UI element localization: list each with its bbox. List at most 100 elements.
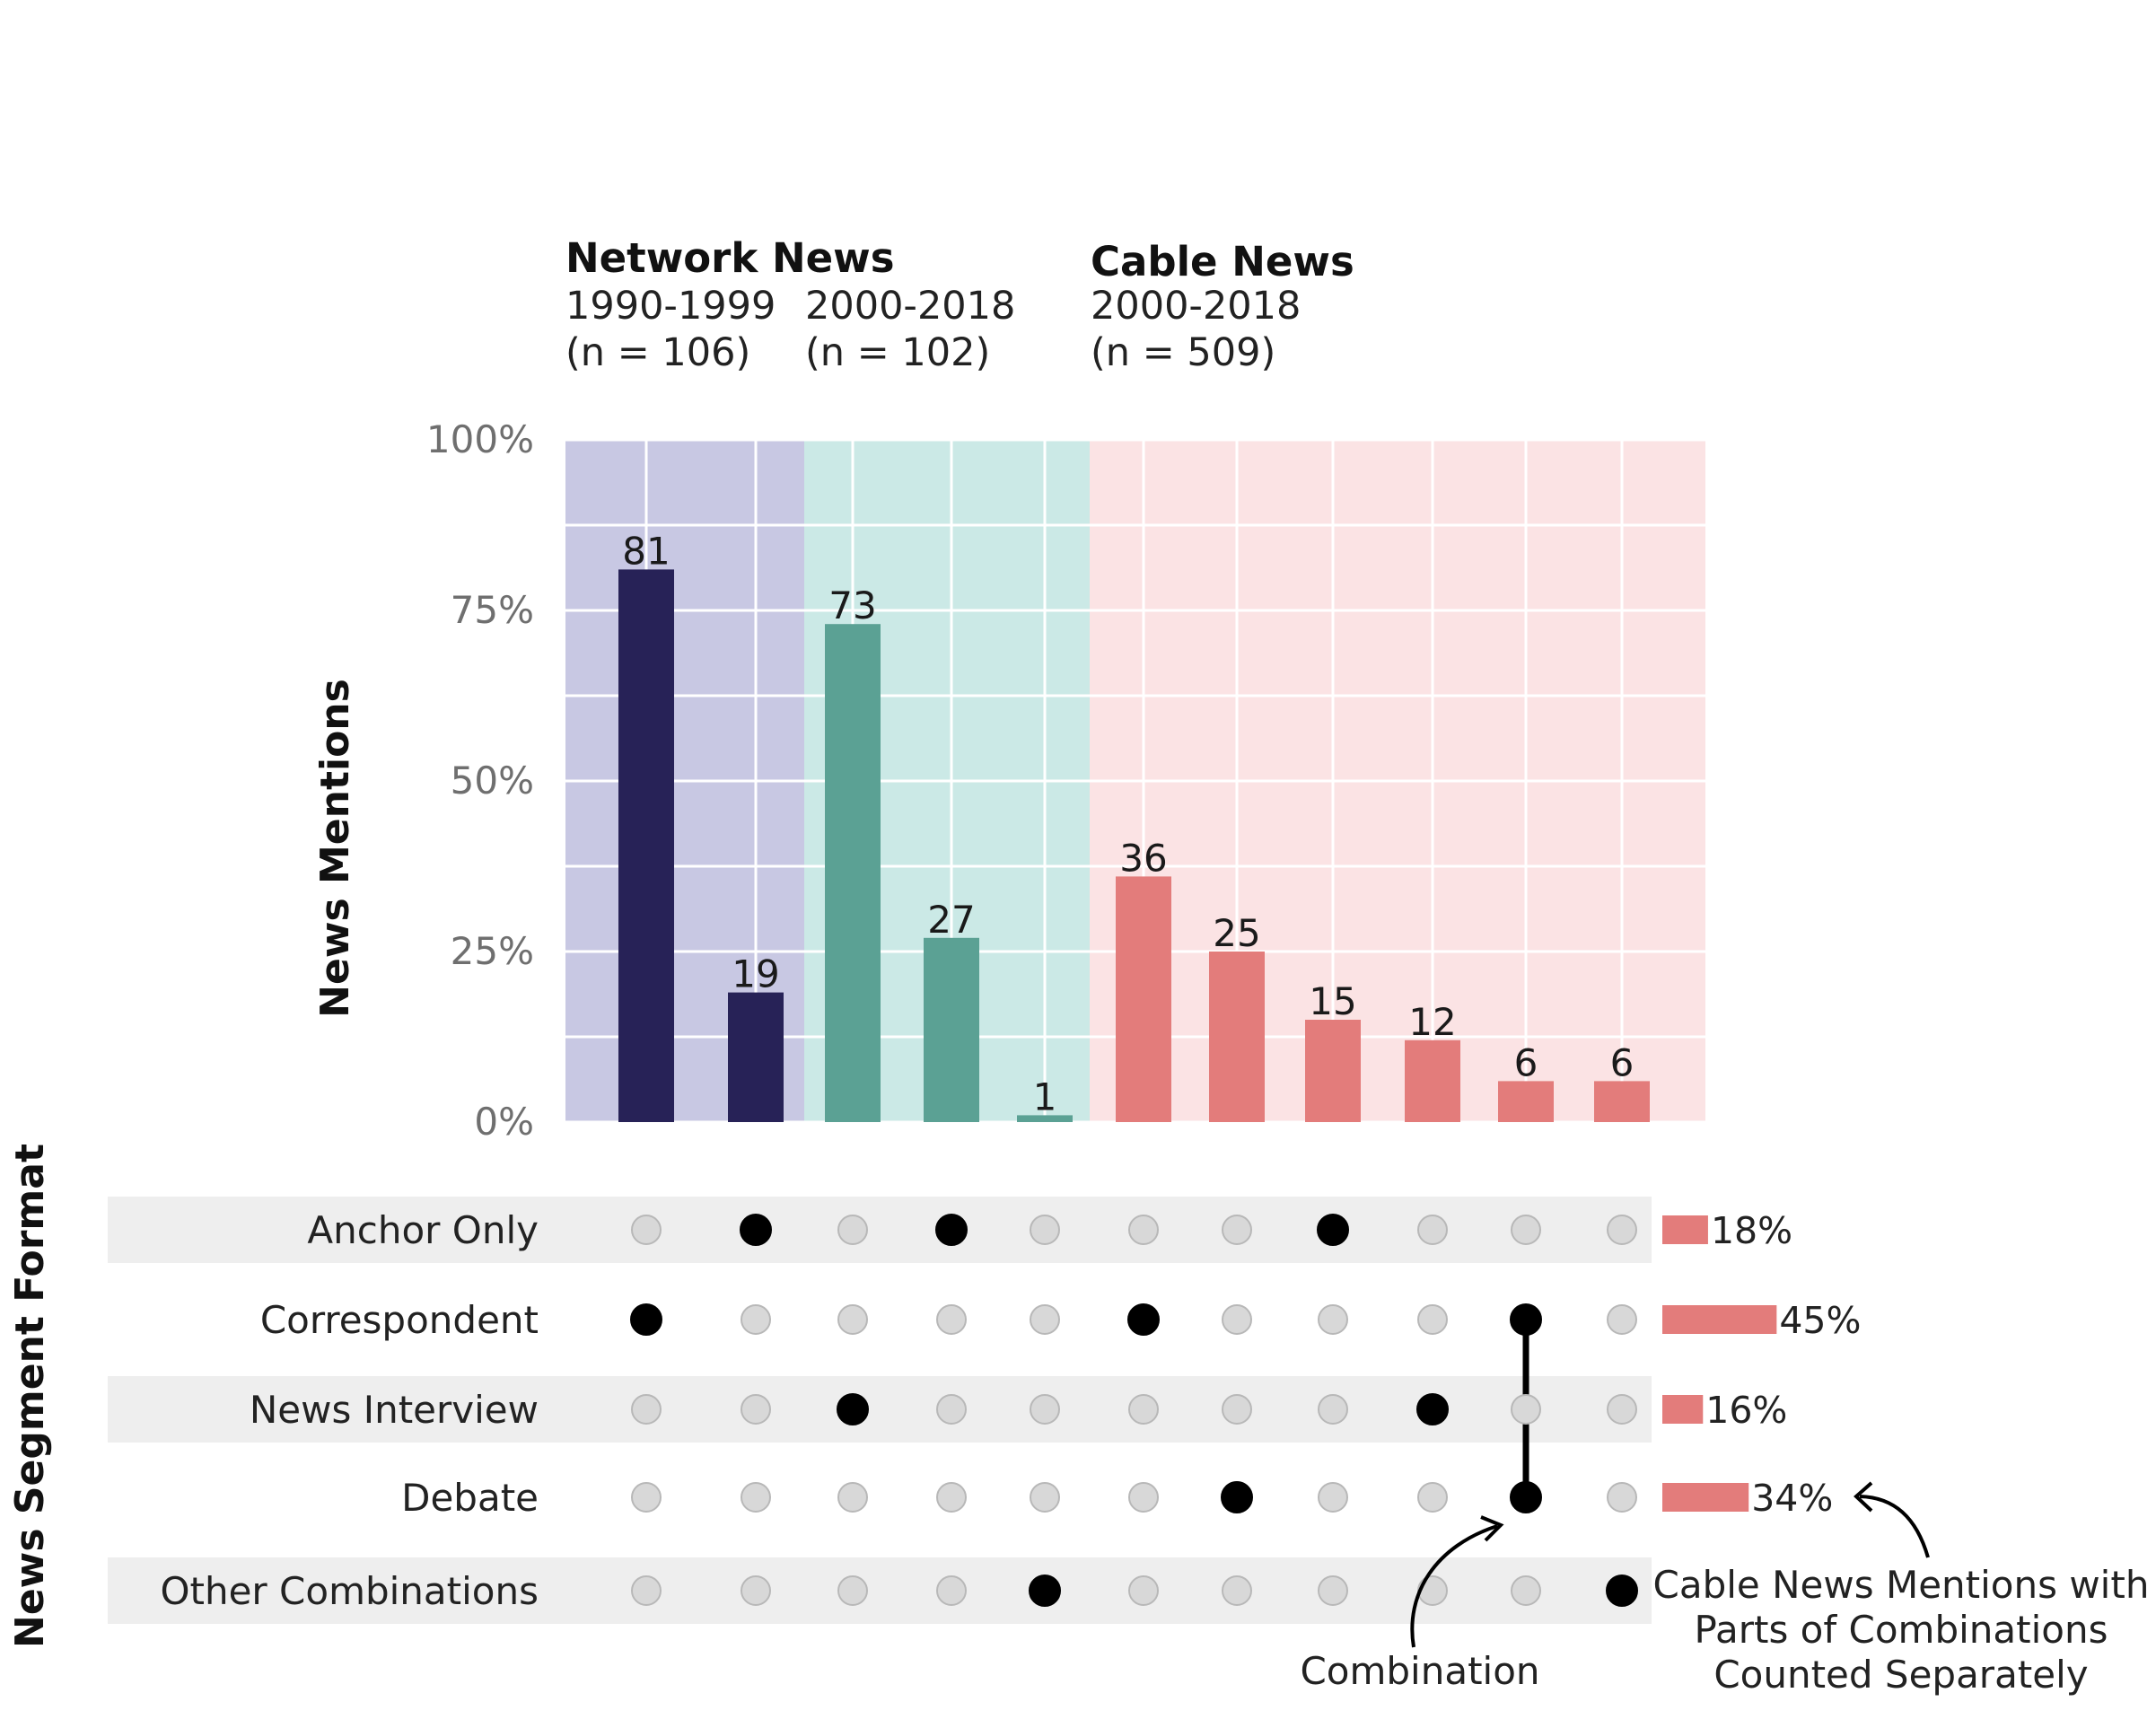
bars <box>618 569 1650 1122</box>
matrix-dot-empty <box>1318 1575 1348 1606</box>
cable-note-line-3: Counted Separately <box>1713 1653 2088 1697</box>
matrix-dot-empty <box>1417 1215 1448 1245</box>
bar <box>618 569 674 1122</box>
matrix-dot-empty <box>936 1304 967 1335</box>
matrix-dot-empty <box>1030 1215 1060 1245</box>
matrix-dot-empty <box>837 1215 868 1245</box>
network-news-title: Network News <box>565 234 895 282</box>
network-period-2: 2000-2018 <box>805 284 1015 329</box>
cable-note-line-1: Cable News Mentions with <box>1653 1563 2150 1607</box>
matrix-dot-empty <box>1128 1482 1159 1513</box>
row-percent-bar <box>1662 1395 1704 1424</box>
row-percent-bar <box>1662 1483 1749 1512</box>
row-percent-label: 45% <box>1779 1299 1861 1342</box>
bar-value-label: 27 <box>927 898 975 942</box>
matrix-dot-empty <box>1417 1575 1448 1606</box>
bar <box>1498 1081 1554 1122</box>
cable-period: 2000-2018 <box>1091 284 1301 329</box>
matrix-dot-filled <box>1416 1393 1449 1425</box>
matrix-dot-empty <box>1222 1394 1252 1425</box>
bar-value-label: 6 <box>1610 1040 1635 1084</box>
annotations: Combination Cable News Mentions with Par… <box>1300 1481 2150 1697</box>
matrix-dot-empty <box>1222 1215 1252 1245</box>
header: Network News 1990-1999 (n = 106) 2000-20… <box>565 234 1354 375</box>
bar <box>825 624 881 1122</box>
row-percent-bars: 18% 45% 16% 34% <box>1662 1209 1861 1520</box>
matrix-dot-empty <box>1030 1394 1060 1425</box>
bar-value-label: 6 <box>1514 1040 1538 1084</box>
matrix-dot-empty <box>741 1575 771 1606</box>
matrix-dot-empty <box>1128 1215 1159 1245</box>
matrix-dot-empty <box>936 1482 967 1513</box>
matrix-dot-empty <box>1417 1304 1448 1335</box>
network-period-1: 1990-1999 <box>565 284 776 329</box>
y-tick-label: 50% <box>451 759 534 803</box>
row-percent-bar <box>1662 1305 1777 1334</box>
matrix-dot-filled <box>1510 1303 1542 1336</box>
matrix-dot-filled <box>1221 1481 1253 1513</box>
bar-labels: 81 19 73 27 1 36 25 15 12 6 6 <box>622 529 1634 1118</box>
matrix-title: News Segment Format <box>7 1144 53 1648</box>
matrix-dot-empty <box>741 1394 771 1425</box>
matrix-row-band <box>108 1557 1652 1624</box>
matrix-dot-empty <box>1030 1482 1060 1513</box>
cable-n: (n = 509) <box>1091 330 1275 375</box>
matrix-row-bands <box>108 1197 1652 1624</box>
matrix-dot-empty <box>936 1394 967 1425</box>
bar <box>1017 1115 1073 1122</box>
cable-note-arrow <box>1859 1495 1930 1558</box>
y-axis-title: News Mentions <box>312 679 358 1018</box>
matrix-dot-empty <box>741 1304 771 1335</box>
matrix-dot-filled <box>630 1303 662 1336</box>
matrix-row-labels: Anchor Only Correspondent News Interview De… <box>160 1208 539 1613</box>
cable-note-arrowhead <box>1854 1481 1873 1513</box>
matrix-dot-empty <box>631 1575 662 1606</box>
matrix-row-label: Debate <box>401 1476 539 1520</box>
bar <box>1209 952 1265 1122</box>
matrix-row-label: Correspondent <box>260 1298 539 1342</box>
matrix-dot-empty <box>1607 1482 1637 1513</box>
network-n-2: (n = 102) <box>805 330 990 375</box>
matrix-dot-filled <box>1510 1481 1542 1513</box>
matrix-dot-filled <box>1606 1574 1638 1607</box>
matrix-dot-empty <box>837 1304 868 1335</box>
matrix-dot-empty <box>1318 1394 1348 1425</box>
row-percent-label: 18% <box>1711 1209 1792 1252</box>
y-tick-label: 100% <box>426 417 534 461</box>
matrix-dot-empty <box>1128 1575 1159 1606</box>
matrix-dot-empty <box>1607 1304 1637 1335</box>
bar-value-label: 73 <box>828 583 876 627</box>
cable-note-line-2: Parts of Combinations <box>1695 1608 2108 1652</box>
matrix-dot-empty <box>1222 1575 1252 1606</box>
row-percent-label: 34% <box>1751 1477 1833 1520</box>
bar-value-label: 19 <box>732 952 779 996</box>
row-percent-label: 16% <box>1705 1389 1787 1432</box>
cable-news-title: Cable News <box>1091 238 1354 285</box>
network-n-1: (n = 106) <box>565 330 750 375</box>
matrix-dot-empty <box>1318 1482 1348 1513</box>
matrix-dot-empty <box>837 1575 868 1606</box>
combination-note: Combination <box>1300 1649 1539 1693</box>
matrix-dot-empty <box>1318 1304 1348 1335</box>
bar-value-label: 36 <box>1119 836 1167 880</box>
y-tick-label: 25% <box>451 929 534 973</box>
bar-value-label: 81 <box>622 529 670 573</box>
matrix-dots <box>630 1214 1638 1607</box>
combination-arrowhead <box>1480 1515 1504 1542</box>
matrix-row-label: News Interview <box>250 1388 539 1432</box>
matrix-dot-empty <box>631 1215 662 1245</box>
bar <box>1594 1081 1650 1122</box>
matrix-row-label: Anchor Only <box>307 1208 539 1252</box>
bar <box>924 937 979 1122</box>
matrix-row-label: Other Combinations <box>160 1569 539 1613</box>
y-axis-ticks: 0% 25% 50% 75% 100% <box>426 417 534 1144</box>
matrix-row-band <box>108 1376 1652 1443</box>
matrix-dot-empty <box>1222 1304 1252 1335</box>
matrix-dot-empty <box>1511 1215 1541 1245</box>
matrix-dot-empty <box>936 1575 967 1606</box>
matrix-dot-filled <box>740 1214 772 1246</box>
matrix-dot-empty <box>1511 1575 1541 1606</box>
matrix-row-band <box>108 1197 1652 1263</box>
matrix-dot-filled <box>1317 1214 1349 1246</box>
